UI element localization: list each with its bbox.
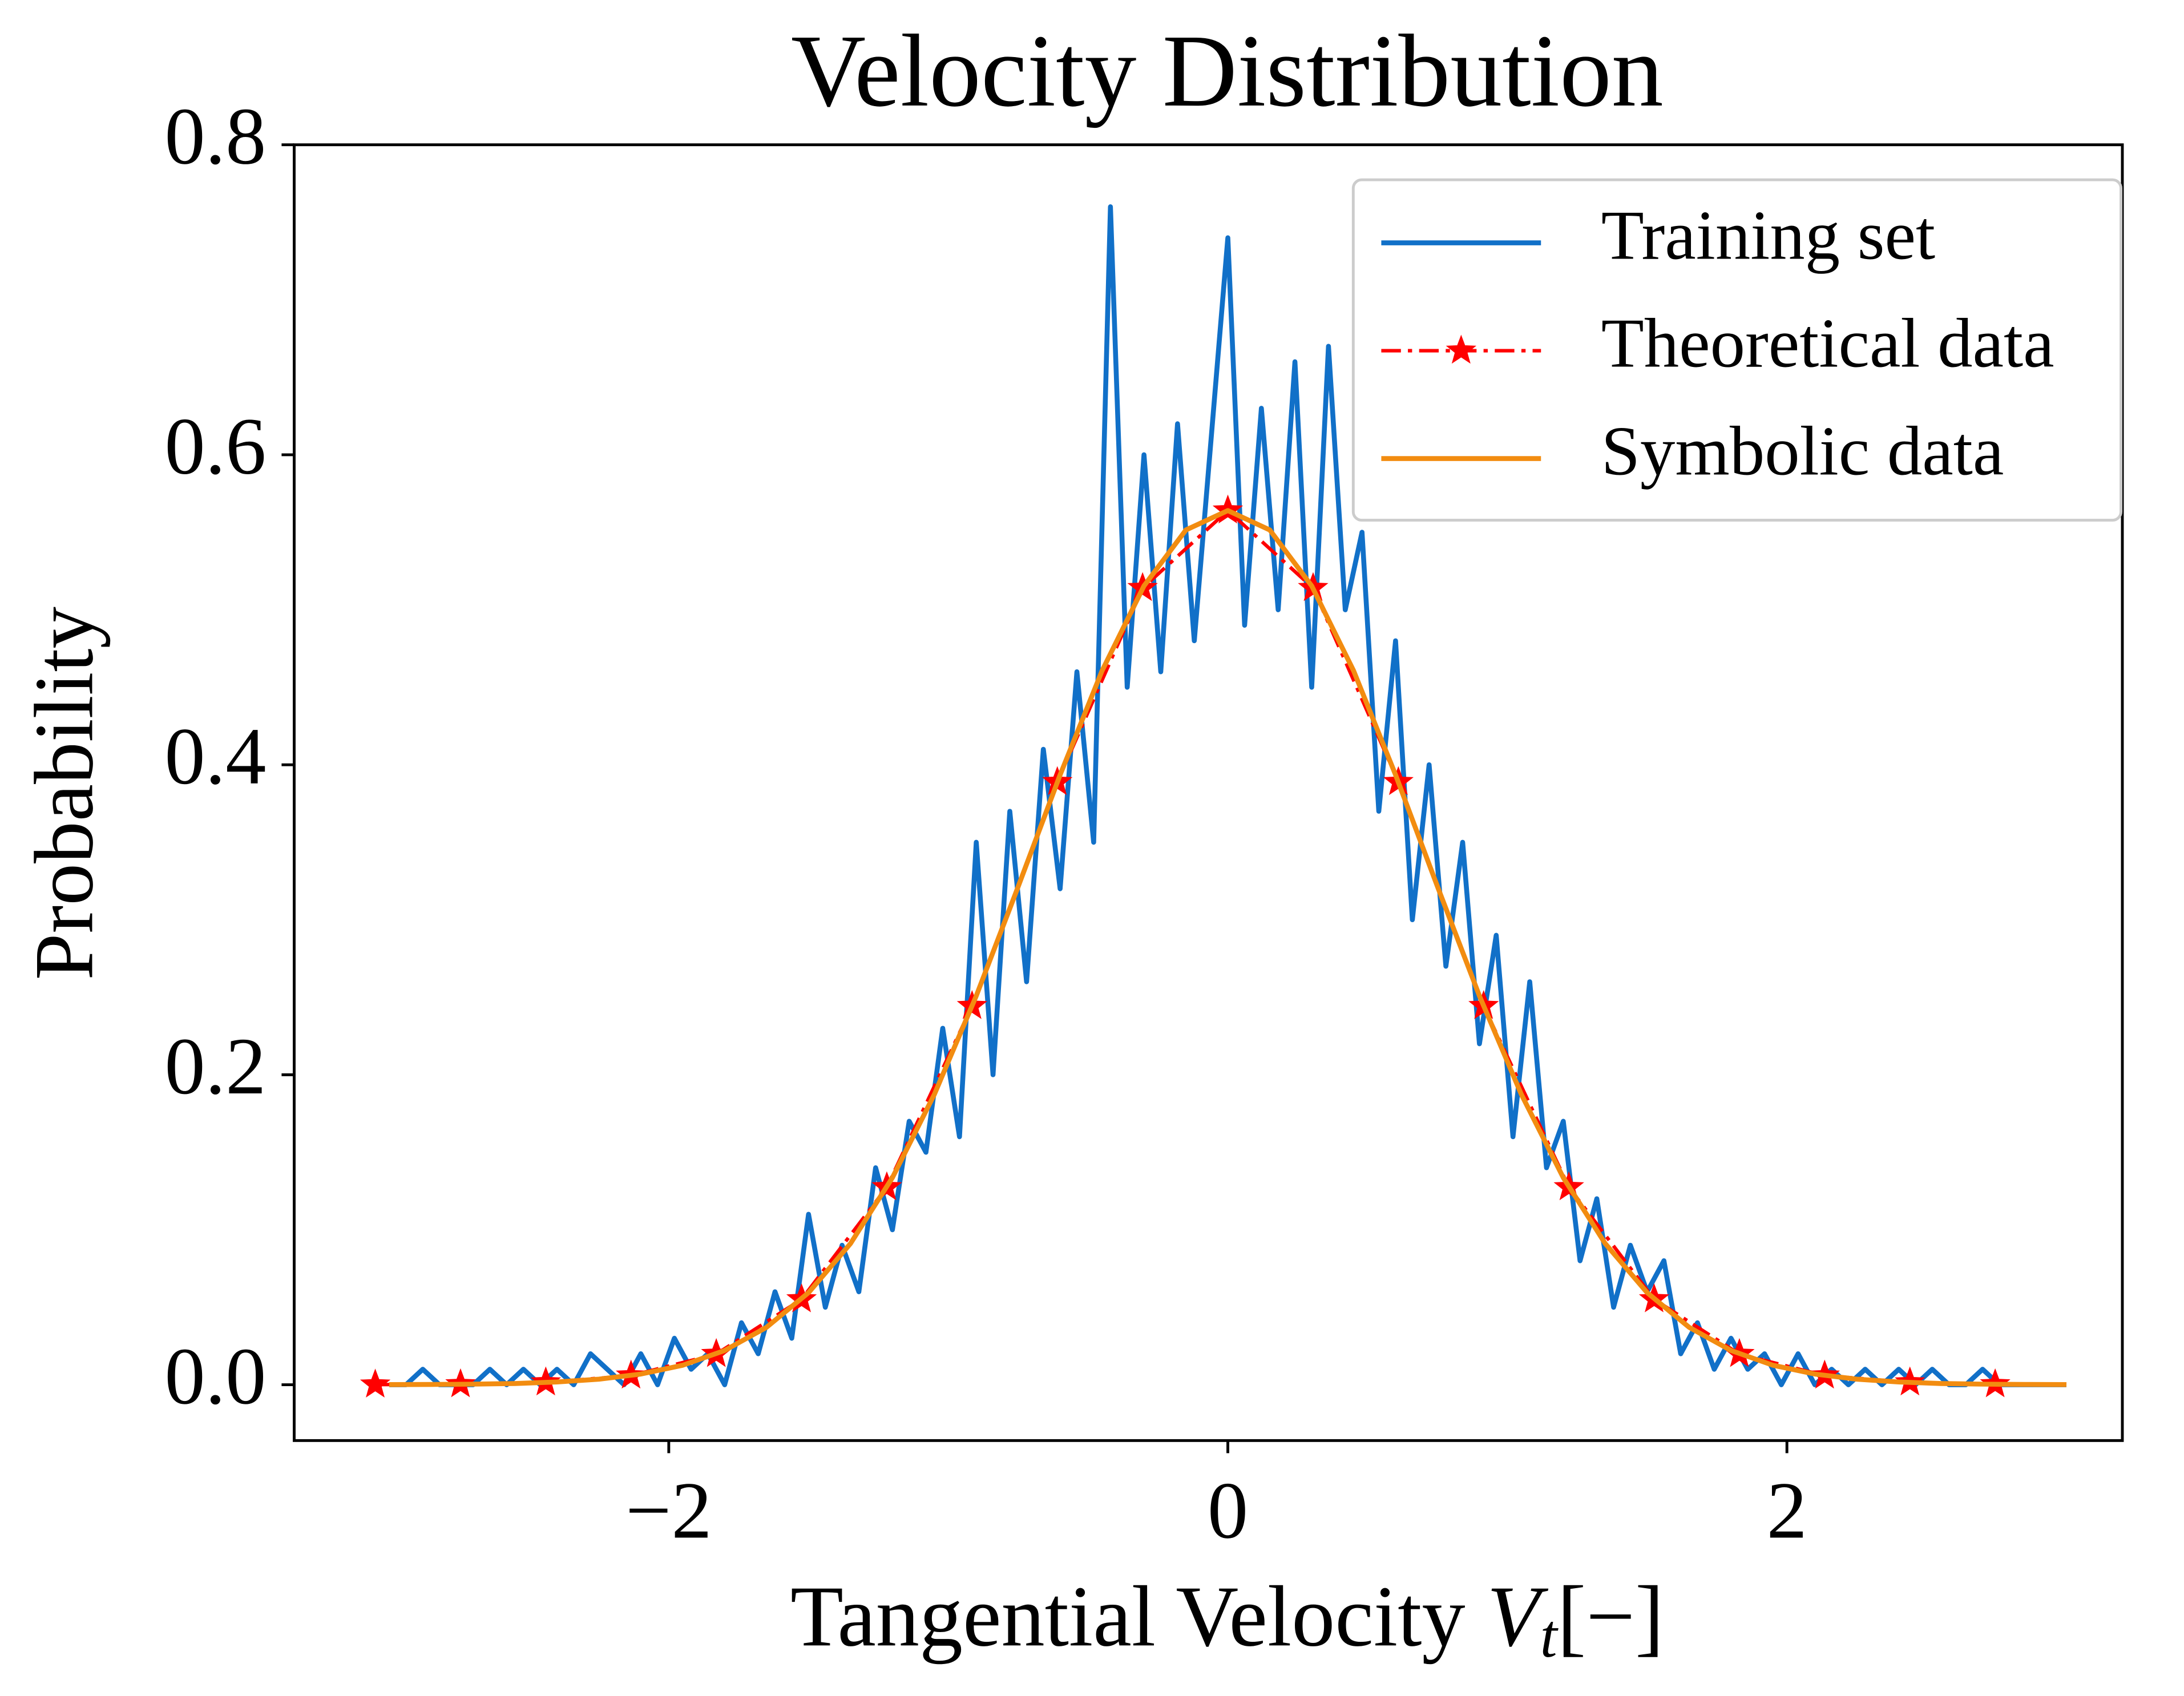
legend-marker: [1446, 334, 1477, 364]
x-axis-label-unit: [−]: [1557, 1568, 1664, 1664]
y-tick-label: 0.4: [164, 711, 266, 801]
y-axis-label: Probability: [17, 607, 110, 980]
star-marker: [360, 1368, 391, 1398]
x-tick-label: 2: [1767, 1465, 1807, 1556]
legend-box: [1351, 178, 2122, 522]
y-tick-label: 0.8: [164, 91, 266, 181]
x-tick-label: −2: [625, 1465, 712, 1556]
x-axis-label: Tangential Velocity Vt[−]: [790, 1568, 1664, 1670]
legend-label: Symbolic data: [1601, 413, 2004, 490]
x-tick-label: 0: [1208, 1465, 1248, 1556]
plot-frame: [293, 143, 2124, 1442]
x-axis-label-text: Tangential Velocity: [790, 1568, 1487, 1664]
y-tick-label: 0.2: [164, 1021, 266, 1111]
legend-label: Training set: [1601, 197, 1935, 274]
x-axis-label-var: V: [1487, 1568, 1549, 1664]
series-line: [389, 204, 2067, 1387]
y-tick-label: 0.0: [164, 1331, 266, 1421]
legend-label: Theoretical data: [1601, 305, 2054, 382]
y-tick-label: 0.6: [164, 401, 266, 491]
chart-title: Velocity Distribution: [791, 14, 1664, 128]
series-line: [389, 508, 2067, 1387]
x-axis-label-sub: t: [1540, 1602, 1559, 1670]
